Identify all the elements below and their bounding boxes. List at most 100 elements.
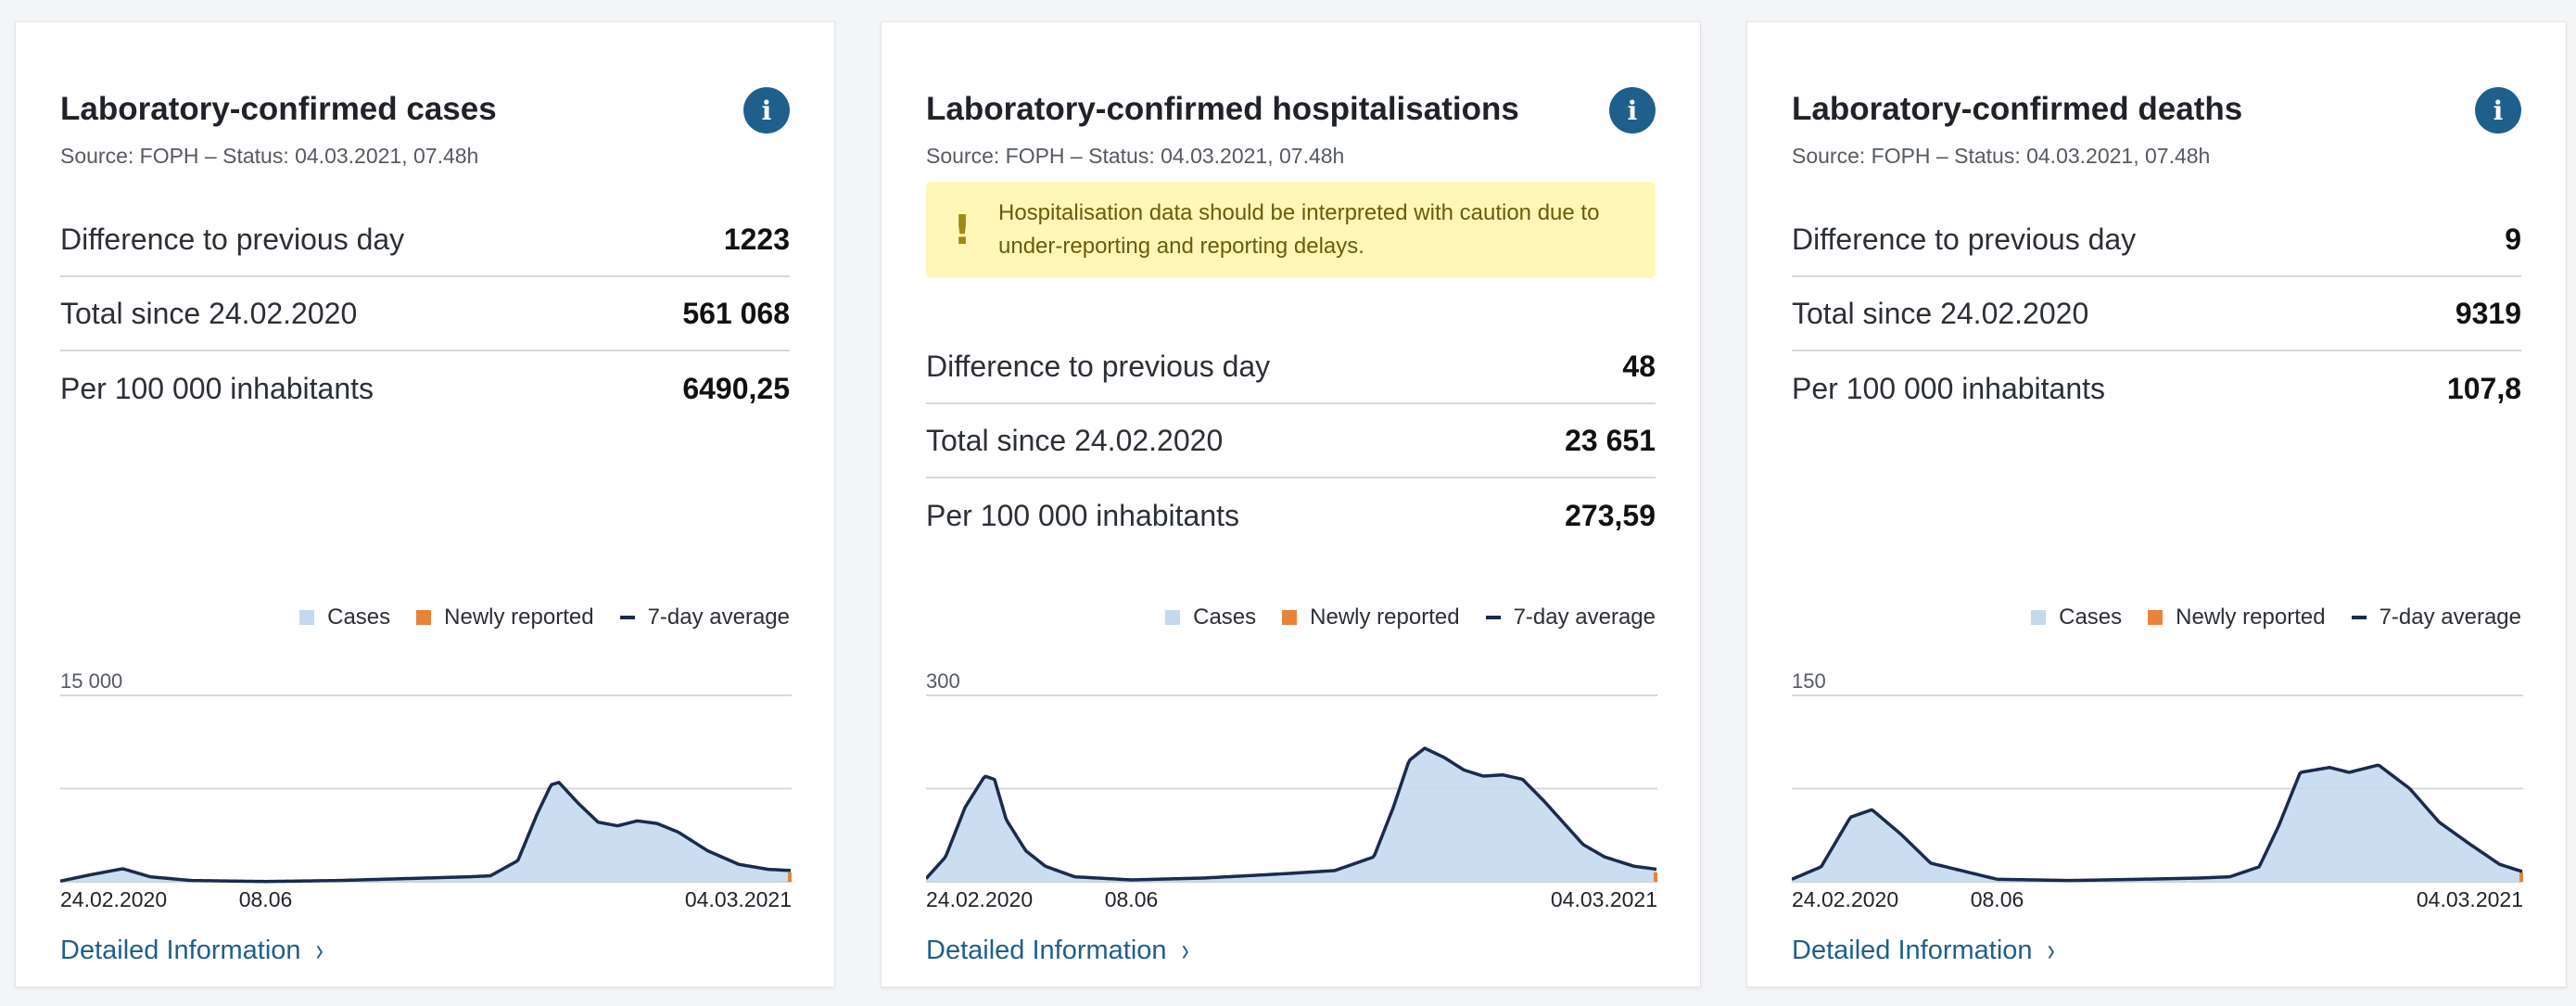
y-axis-max-label: 150 [1792, 669, 1826, 693]
source-status: Source: FOPH – Status: 04.03.2021, 07.48… [926, 144, 1345, 168]
stats-list: Difference to previous day 1223 Total si… [60, 203, 790, 426]
stat-label: Total since 24.02.2020 [926, 423, 1224, 457]
legend-newly-swatch [416, 610, 432, 625]
legend-cases[interactable]: Cases [1165, 605, 1256, 630]
seven-day-average-line [60, 781, 792, 884]
daily-bars-area [60, 782, 792, 882]
stats-list: Difference to previous day 48 Total sinc… [926, 330, 1656, 553]
stat-label: Total since 24.02.2020 [1792, 296, 2089, 330]
legend-newly-label: Newly reported [444, 605, 594, 630]
caution-text: Hospitalisation data should be interpret… [998, 200, 1600, 259]
stat-label: Difference to previous day [1792, 222, 2137, 256]
legend-cases-label: Cases [327, 605, 391, 630]
cases-card: Laboratory-confirmed cases Source: FOPH … [15, 21, 835, 987]
info-icon[interactable]: i [1609, 87, 1656, 134]
hospitalisations-chart[interactable]: 300 24.02.2020 08.06 04.03.2021 [926, 662, 1657, 912]
legend-cases-swatch [2031, 610, 2047, 625]
legend-7day-average[interactable]: 7-day average [619, 605, 790, 630]
newly-reported-bar [2519, 872, 2523, 882]
legend-cases[interactable]: Cases [2031, 605, 2122, 630]
legend-7day-average[interactable]: 7-day average [1485, 605, 1656, 630]
legend-newly-reported[interactable]: Newly reported [1282, 605, 1460, 630]
stat-value: 107,8 [2446, 371, 2521, 405]
legend-newly-swatch [2148, 610, 2164, 625]
stat-row: Difference to previous day 9 [1792, 203, 2521, 277]
stat-label: Total since 24.02.2020 [60, 296, 358, 330]
card-title: Laboratory-confirmed deaths [1792, 91, 2243, 127]
newly-reported-bar [788, 872, 792, 882]
stat-label: Per 100 000 inhabitants [926, 498, 1240, 532]
x-tick-label: 24.02.2020 [60, 887, 167, 911]
stat-row: Difference to previous day 48 [926, 330, 1656, 404]
detailed-information-link[interactable]: Detailed Information › [1792, 935, 2056, 966]
stat-value: 9319 [2455, 296, 2521, 330]
legend-newly-reported[interactable]: Newly reported [416, 605, 594, 630]
stat-row: Total since 24.02.2020 9319 [1792, 277, 2521, 351]
stat-value: 561 068 [682, 296, 790, 330]
chart-legend: Cases Newly reported 7-day average [1165, 605, 1656, 630]
x-tick-label: 24.02.2020 [1792, 887, 1898, 911]
legend-cases-label: Cases [2059, 605, 2123, 630]
y-axis-max-label: 15 000 [60, 669, 122, 693]
stat-value: 273,59 [1565, 498, 1656, 532]
legend-7day-average[interactable]: 7-day average [2351, 605, 2521, 630]
legend-cases[interactable]: Cases [299, 605, 390, 630]
legend-avg-swatch [2351, 616, 2367, 619]
x-tick-label: 04.03.2021 [685, 887, 792, 911]
legend-avg-swatch [619, 616, 635, 619]
x-tick-label: 04.03.2021 [1551, 887, 1657, 911]
detailed-information-label: Detailed Information [60, 935, 301, 965]
legend-newly-label: Newly reported [2176, 605, 2326, 630]
stat-row: Total since 24.02.2020 561 068 [60, 277, 790, 351]
x-tick-label: 08.06 [1105, 887, 1159, 911]
stat-value: 48 [1622, 349, 1656, 383]
stat-value: 23 651 [1565, 423, 1656, 457]
exclamation-icon: ! [952, 206, 972, 254]
legend-cases-swatch [1165, 610, 1181, 625]
legend-cases-swatch [299, 610, 315, 625]
detailed-information-link[interactable]: Detailed Information › [60, 935, 324, 966]
hospitalisations-card: Laboratory-confirmed hospitalisations So… [881, 21, 1701, 987]
seven-day-average-line [926, 746, 1657, 882]
legend-newly-swatch [1282, 610, 1298, 625]
card-title: Laboratory-confirmed hospitalisations [926, 91, 1519, 127]
stat-row: Total since 24.02.2020 23 651 [926, 404, 1656, 478]
stat-row: Difference to previous day 1223 [60, 203, 790, 277]
source-status: Source: FOPH – Status: 04.03.2021, 07.48… [1792, 144, 2211, 168]
detailed-information-label: Detailed Information [1792, 935, 2033, 965]
info-icon[interactable]: i [2475, 87, 2521, 134]
legend-avg-swatch [1485, 616, 1501, 619]
chevron-right-icon: › [2047, 933, 2055, 968]
stat-row: Per 100 000 inhabitants 273,59 [926, 478, 1656, 553]
legend-newly-label: Newly reported [1310, 605, 1460, 630]
chevron-right-icon: › [315, 933, 324, 968]
legend-avg-label: 7-day average [2379, 605, 2521, 630]
chart-legend: Cases Newly reported 7-day average [299, 605, 790, 630]
x-tick-label: 04.03.2021 [2417, 887, 2523, 911]
detailed-information-link[interactable]: Detailed Information › [926, 935, 1190, 966]
legend-newly-reported[interactable]: Newly reported [2148, 605, 2326, 630]
deaths-card: Laboratory-confirmed deaths Source: FOPH… [1746, 21, 2567, 987]
detailed-information-label: Detailed Information [926, 935, 1167, 965]
caution-notice: ! Hospitalisation data should be interpr… [926, 182, 1656, 278]
info-icon[interactable]: i [743, 87, 790, 134]
stat-label: Per 100 000 inhabitants [1792, 371, 2106, 405]
x-tick-label: 08.06 [239, 887, 293, 911]
seven-day-average-line [1792, 763, 2523, 883]
cases-chart[interactable]: 15 000 24.02.2020 08.06 04.03.2021 [60, 662, 792, 912]
stat-value: 6490,25 [682, 371, 790, 405]
stat-value: 9 [2505, 222, 2521, 256]
legend-avg-label: 7-day average [647, 605, 790, 630]
chevron-right-icon: › [1181, 933, 1189, 968]
card-title: Laboratory-confirmed cases [60, 91, 497, 127]
daily-bars-area [1792, 765, 2523, 882]
stat-label: Per 100 000 inhabitants [60, 371, 374, 405]
y-axis-max-label: 300 [926, 669, 960, 693]
stat-value: 1223 [723, 222, 790, 256]
deaths-chart[interactable]: 150 24.02.2020 08.06 04.03.2021 [1792, 662, 2523, 912]
stat-label: Difference to previous day [926, 349, 1271, 383]
source-status: Source: FOPH – Status: 04.03.2021, 07.48… [60, 144, 479, 168]
stat-row: Per 100 000 inhabitants 107,8 [1792, 351, 2521, 426]
stat-label: Difference to previous day [60, 222, 405, 256]
